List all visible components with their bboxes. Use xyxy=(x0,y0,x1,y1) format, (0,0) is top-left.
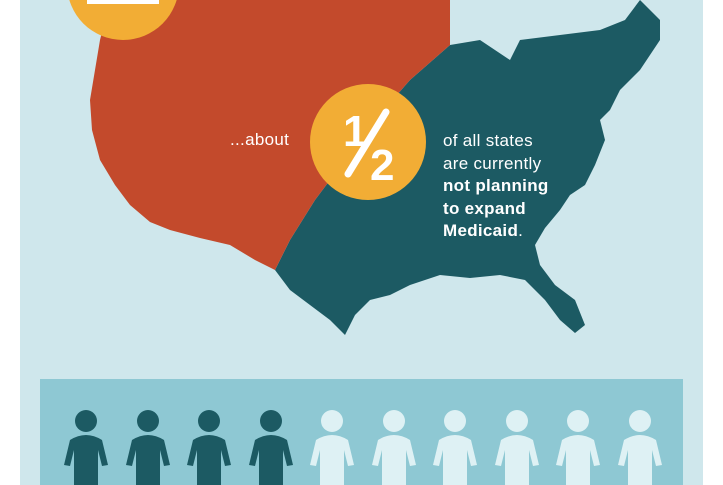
person-icon xyxy=(125,410,170,485)
one-half-icon: 1 2 xyxy=(343,107,394,190)
map-region-not-planning xyxy=(90,0,450,270)
person-icon xyxy=(617,410,662,485)
person-icon xyxy=(433,410,477,485)
about-label: ...about xyxy=(230,130,290,149)
person-icon xyxy=(371,410,416,485)
person-icon xyxy=(187,410,231,485)
person-icon xyxy=(64,410,108,485)
person-icon xyxy=(310,410,354,485)
person-icon xyxy=(248,410,293,485)
svg-text:2: 2 xyxy=(370,141,394,190)
person-icon xyxy=(494,410,539,485)
statement-text: of all states are currently not planning… xyxy=(443,131,549,240)
half-badge: 1 2 xyxy=(310,84,426,200)
person-icon xyxy=(556,410,600,485)
map-region-rest xyxy=(275,0,660,335)
